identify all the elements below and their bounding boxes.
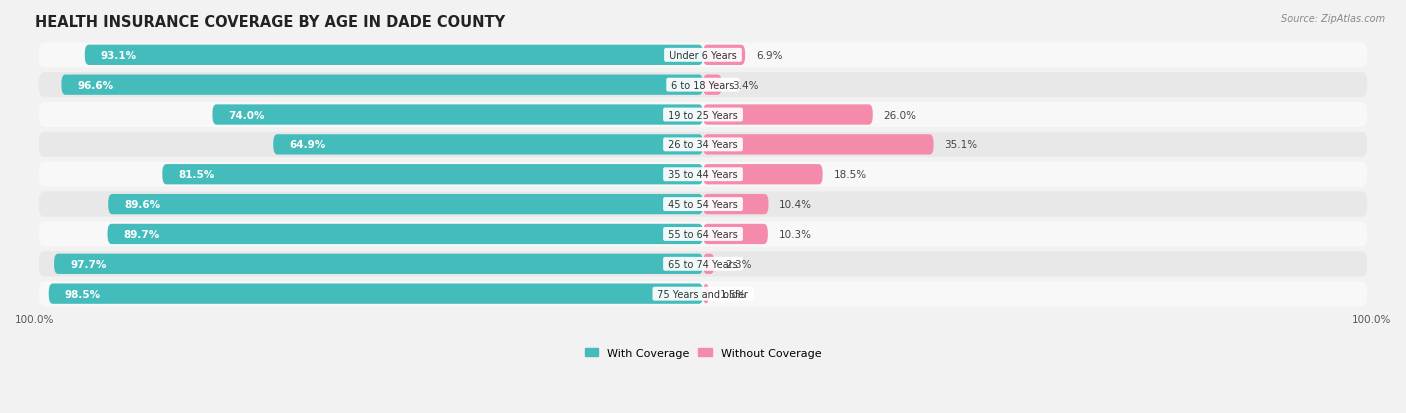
- FancyBboxPatch shape: [703, 224, 768, 244]
- Text: 26 to 34 Years: 26 to 34 Years: [665, 140, 741, 150]
- Text: 65 to 74 Years: 65 to 74 Years: [665, 259, 741, 269]
- FancyBboxPatch shape: [273, 135, 703, 155]
- Text: 6 to 18 Years: 6 to 18 Years: [668, 81, 738, 90]
- Text: 97.7%: 97.7%: [70, 259, 107, 269]
- FancyBboxPatch shape: [703, 165, 823, 185]
- FancyBboxPatch shape: [703, 45, 745, 66]
- Text: 1.5%: 1.5%: [720, 289, 747, 299]
- Text: 19 to 25 Years: 19 to 25 Years: [665, 110, 741, 120]
- FancyBboxPatch shape: [49, 284, 703, 304]
- Text: 93.1%: 93.1%: [101, 51, 136, 61]
- Text: 3.4%: 3.4%: [733, 81, 759, 90]
- FancyBboxPatch shape: [39, 103, 1367, 128]
- FancyBboxPatch shape: [39, 73, 1367, 98]
- Text: Source: ZipAtlas.com: Source: ZipAtlas.com: [1281, 14, 1385, 24]
- FancyBboxPatch shape: [39, 43, 1367, 68]
- FancyBboxPatch shape: [212, 105, 703, 126]
- Legend: With Coverage, Without Coverage: With Coverage, Without Coverage: [581, 343, 825, 362]
- Text: 26.0%: 26.0%: [883, 110, 917, 120]
- Text: 10.3%: 10.3%: [779, 229, 811, 240]
- Text: 81.5%: 81.5%: [179, 170, 215, 180]
- FancyBboxPatch shape: [62, 75, 703, 95]
- FancyBboxPatch shape: [703, 135, 934, 155]
- FancyBboxPatch shape: [703, 195, 769, 215]
- Text: 96.6%: 96.6%: [77, 81, 114, 90]
- FancyBboxPatch shape: [703, 254, 714, 274]
- FancyBboxPatch shape: [39, 192, 1367, 217]
- Text: 55 to 64 Years: 55 to 64 Years: [665, 229, 741, 240]
- Text: HEALTH INSURANCE COVERAGE BY AGE IN DADE COUNTY: HEALTH INSURANCE COVERAGE BY AGE IN DADE…: [35, 15, 505, 30]
- FancyBboxPatch shape: [703, 75, 721, 95]
- Text: Under 6 Years: Under 6 Years: [666, 51, 740, 61]
- Text: 89.7%: 89.7%: [124, 229, 160, 240]
- Text: 98.5%: 98.5%: [65, 289, 101, 299]
- FancyBboxPatch shape: [39, 162, 1367, 188]
- Text: 64.9%: 64.9%: [290, 140, 326, 150]
- FancyBboxPatch shape: [703, 105, 873, 126]
- Text: 75 Years and older: 75 Years and older: [655, 289, 751, 299]
- FancyBboxPatch shape: [108, 195, 703, 215]
- Text: 35 to 44 Years: 35 to 44 Years: [665, 170, 741, 180]
- FancyBboxPatch shape: [53, 254, 703, 274]
- Text: 45 to 54 Years: 45 to 54 Years: [665, 199, 741, 209]
- FancyBboxPatch shape: [703, 284, 709, 304]
- Text: 74.0%: 74.0%: [229, 110, 264, 120]
- Text: 35.1%: 35.1%: [945, 140, 977, 150]
- FancyBboxPatch shape: [39, 281, 1367, 306]
- Text: 2.3%: 2.3%: [725, 259, 752, 269]
- Text: 18.5%: 18.5%: [834, 170, 866, 180]
- FancyBboxPatch shape: [107, 224, 703, 244]
- Text: 89.6%: 89.6%: [124, 199, 160, 209]
- Text: 10.4%: 10.4%: [779, 199, 813, 209]
- FancyBboxPatch shape: [39, 252, 1367, 277]
- FancyBboxPatch shape: [84, 45, 703, 66]
- FancyBboxPatch shape: [39, 222, 1367, 247]
- FancyBboxPatch shape: [39, 133, 1367, 157]
- Text: 6.9%: 6.9%: [756, 51, 782, 61]
- FancyBboxPatch shape: [162, 165, 703, 185]
